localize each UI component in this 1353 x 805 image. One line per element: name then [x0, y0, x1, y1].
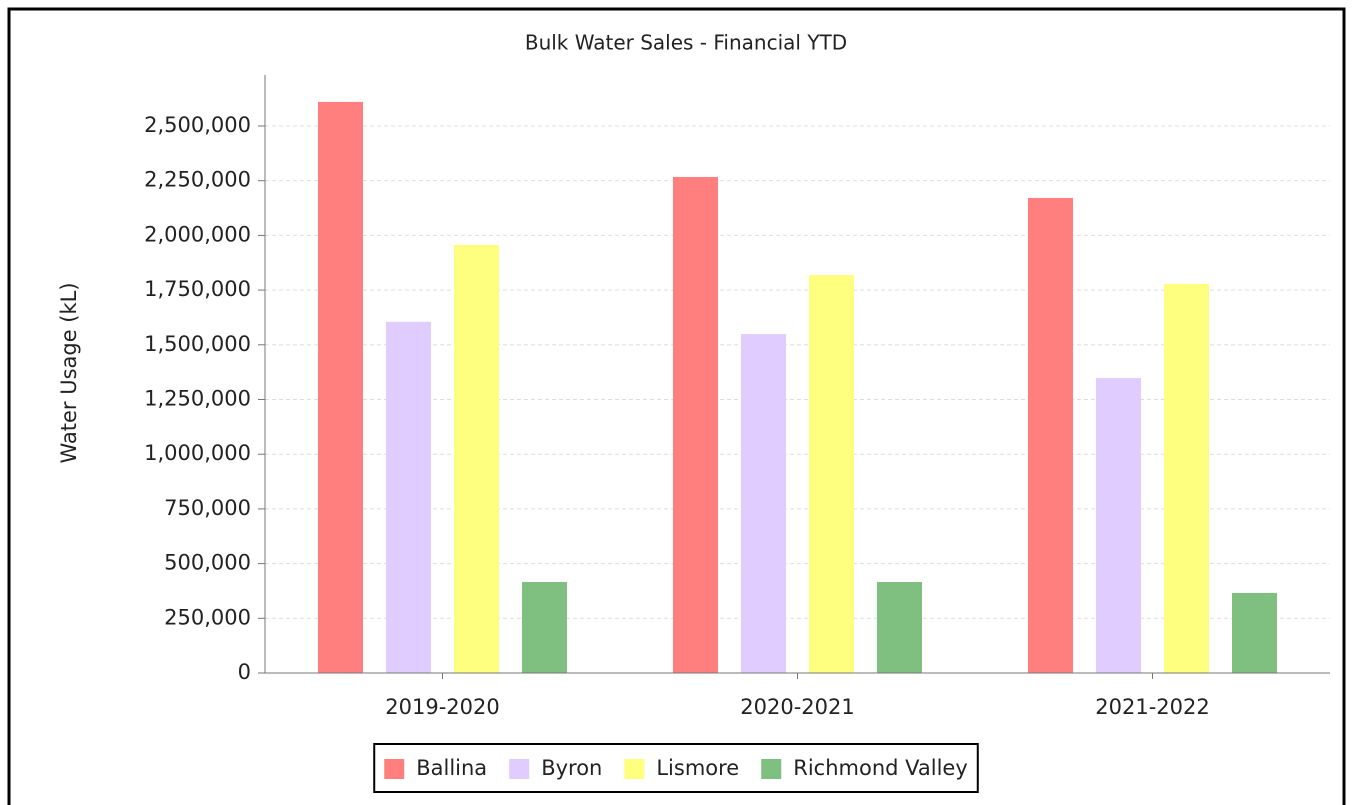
bar: [522, 581, 567, 673]
legend-swatch: [624, 759, 645, 779]
bar: [877, 581, 922, 673]
legend-swatch: [761, 759, 782, 779]
legend-label: Ballina: [416, 756, 487, 780]
legend-swatch: [384, 759, 405, 779]
y-tick-label: 1,500,000: [144, 332, 251, 356]
legend: [373, 743, 979, 793]
bar: [1232, 592, 1277, 673]
y-tick-label: 1,000,000: [144, 441, 251, 465]
legend-label: Lismore: [656, 756, 739, 780]
y-tick-label: 2,500,000: [144, 113, 251, 137]
y-tick-label: 2,250,000: [144, 168, 251, 192]
x-tick-label: 2021-2022: [1095, 695, 1209, 719]
bar: [454, 245, 499, 673]
y-tick-label: 500,000: [164, 551, 251, 575]
bar: [1028, 197, 1073, 673]
legend-label: Byron: [541, 756, 602, 780]
y-axis-label: Water Usage (kL): [57, 282, 81, 463]
bar: [809, 274, 854, 673]
bar: [1096, 378, 1141, 673]
bar: [318, 101, 363, 674]
y-tick-label: 2,000,000: [144, 222, 251, 246]
bar: [386, 321, 431, 673]
bar: [741, 334, 786, 673]
bar: [1164, 283, 1209, 673]
y-tick-label: 0: [238, 660, 251, 684]
y-tick-label: 750,000: [164, 496, 251, 520]
x-tick-label: 2020-2021: [740, 695, 854, 719]
chart-title: Bulk Water Sales - Financial YTD: [525, 31, 847, 55]
y-tick-label: 250,000: [164, 605, 251, 629]
y-tick-label: 1,250,000: [144, 386, 251, 410]
bar: [673, 176, 718, 673]
x-tick-label: 2019-2020: [385, 695, 499, 719]
y-tick-label: 1,750,000: [144, 277, 251, 301]
legend-label: Richmond Valley: [793, 756, 968, 780]
legend-swatch: [509, 759, 530, 779]
